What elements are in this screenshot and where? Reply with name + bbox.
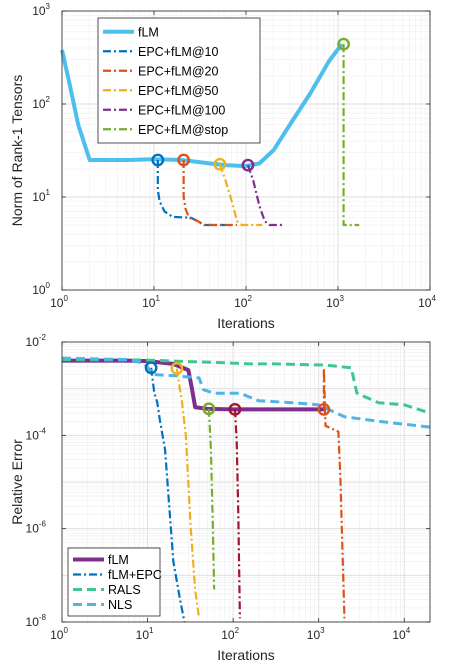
x-axis-label: Iterations [217, 647, 275, 663]
legend-label: NLS [108, 598, 132, 612]
y-tick-label: 103 [32, 2, 50, 18]
marker-circle [241, 158, 255, 172]
series-line-flm [60, 42, 344, 169]
legend-label: EPC+fLM@50 [138, 84, 218, 98]
y-tick-label: 10-2 [26, 333, 47, 349]
series-line-flm-epc [150, 367, 186, 623]
series-line-rals [61, 358, 431, 415]
legend: fLM EPC+fLM@10 EPC+fLM@20 EPC+fLM@50 EPC+fLM… [97, 17, 261, 144]
x-tick-label: 101 [142, 294, 160, 310]
series-line-epc-flm-100 [246, 164, 283, 227]
y-tick-label: 10-4 [26, 426, 47, 442]
marker-circle [317, 402, 331, 416]
marker-circle [228, 402, 242, 416]
marker-circle [144, 361, 158, 375]
x-tick-label: 101 [136, 626, 154, 642]
x-tick-label: 102 [234, 294, 252, 310]
x-tick-label: 104 [418, 294, 436, 310]
legend-label: EPC+fLM@20 [138, 64, 218, 78]
legend-box [97, 17, 261, 144]
series-group [60, 37, 360, 227]
series-group [61, 356, 431, 623]
legend-label: EPC+fLM@100 [138, 103, 225, 117]
y-tick-label: 101 [32, 188, 50, 204]
x-tick-label: 103 [326, 294, 344, 310]
x-tick-label: 100 [50, 626, 68, 642]
legend-label: EPC+fLM@stop [138, 123, 228, 137]
chart-2: 100 101 102 103 104 10-8 10-6 10-4 10-2 Iteration… [9, 333, 431, 663]
series-line-unnamed-4 [175, 368, 201, 619]
marker-circle [170, 362, 184, 375]
marker-circle [337, 37, 350, 51]
axes-box [61, 341, 431, 623]
series-line-epc-flm-50 [218, 163, 263, 227]
chart-1: 100 101 102 103 104 100 101 102 103 Iterations Nor… [9, 2, 436, 331]
x-tick-label: 102 [221, 626, 239, 642]
series-line-epc-flm-20 [182, 159, 238, 227]
legend-label: EPC+fLM@10 [138, 45, 218, 59]
marker-circle [177, 153, 191, 167]
series-line-epc-flm-stop [342, 44, 360, 227]
legend-label: fLM+EPC [108, 568, 162, 582]
marker-circle [202, 402, 216, 416]
series-line-unnamed-5 [207, 408, 216, 590]
y-axis-label: Norm of Rank-1 Tensors [9, 75, 25, 226]
series-line-epc-flm-10 [156, 159, 226, 227]
series-line-unnamed-6 [233, 409, 241, 619]
x-tick-label: 100 [50, 294, 68, 310]
legend-label: fLM [108, 553, 129, 567]
y-tick-label: 10-8 [26, 613, 47, 629]
x-tick-label: 104 [392, 626, 410, 642]
y-tick-label: 100 [32, 281, 50, 297]
y-axis-label: Relative Error [9, 439, 25, 525]
legend-label: fLM [138, 25, 159, 39]
marker-circle [213, 157, 227, 171]
series-line-unnamed-7 [322, 366, 346, 619]
x-tick-label: 103 [307, 626, 325, 642]
series-line-nls [61, 356, 431, 429]
y-tick-label: 10-6 [26, 520, 47, 536]
y-tick-label: 102 [32, 95, 50, 111]
legend-label: RALS [108, 583, 141, 597]
marker-circle [151, 153, 165, 167]
x-axis-label: Iterations [217, 315, 275, 331]
